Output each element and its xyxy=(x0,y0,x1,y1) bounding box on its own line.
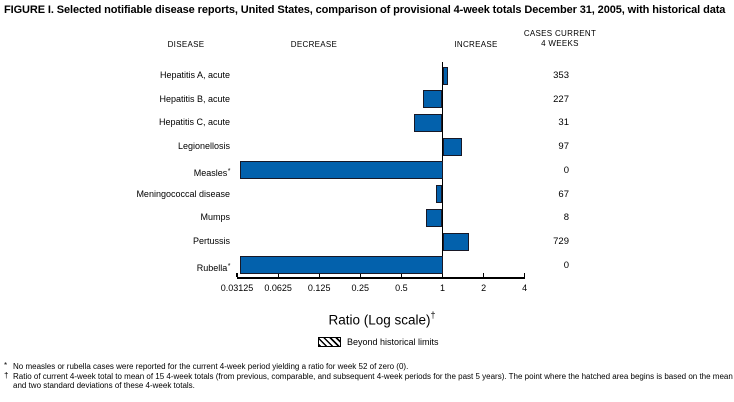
x-axis-title: Ratio (Log scale)† xyxy=(306,310,458,328)
ratio-bar-pertussis xyxy=(442,232,470,251)
row-label-meningococcal-disease: Meningococcal disease xyxy=(136,188,230,199)
x-axis-tick xyxy=(318,273,320,278)
ratio-bar-measles xyxy=(240,161,443,180)
x-axis-tick xyxy=(483,273,485,278)
x-axis-tick-label: 1 xyxy=(439,283,445,293)
cases-value-hepatitis-a-acute: 353 xyxy=(553,70,569,81)
x-axis-tick-label: 0.0625 xyxy=(264,283,292,293)
row-label-footnote-marker: * xyxy=(227,262,231,270)
footnote-dagger-marker: † xyxy=(4,370,9,380)
x-axis-tick xyxy=(400,273,402,278)
x-axis-tick-label: 0.5 xyxy=(395,283,408,293)
cases-value-hepatitis-b-acute: 227 xyxy=(553,93,569,105)
cases-value-hepatitis-c-acute: 31 xyxy=(558,117,569,129)
ratio-bar-legionellosis xyxy=(442,137,462,156)
column-header-decrease: DECREASE xyxy=(290,40,338,49)
legend-label: Beyond historical limits xyxy=(347,337,439,347)
x-axis-title-dagger: † xyxy=(430,310,436,320)
column-header-cases-line1: CASES CURRENT xyxy=(523,29,597,38)
x-axis-tick-label: 0.125 xyxy=(307,283,331,293)
x-axis-tick xyxy=(236,273,238,278)
x-axis-line xyxy=(237,277,525,279)
x-axis-tick xyxy=(359,273,361,278)
cases-value-pertussis: 729 xyxy=(553,236,569,248)
ratio-bar-rubella xyxy=(240,256,443,275)
footnote-dagger: † Ratio of current 4-week total to mean o… xyxy=(4,370,733,391)
row-label-hepatitis-a-acute: Hepatitis A, acute xyxy=(159,70,230,80)
x-axis-tick xyxy=(441,273,444,278)
row-label-rubella: Rubella* xyxy=(196,262,231,273)
column-header-disease: DISEASE xyxy=(167,40,205,49)
figure-title: FIGURE I. Selected notifiable disease re… xyxy=(4,4,726,16)
ratio-bar-hepatitis-b-acute xyxy=(423,90,443,109)
ratio-bar-hepatitis-c-acute xyxy=(414,113,443,132)
row-label-footnote-marker: * xyxy=(227,167,231,175)
ratio-bar-meningococcal-disease xyxy=(435,185,443,204)
x-axis-tick xyxy=(524,273,526,278)
footnotes: * No measles or rubella cases were report… xyxy=(4,361,733,391)
column-header-cases: CASES CURRENT 4 WEEKS xyxy=(510,29,610,49)
cases-value-measles: 0 xyxy=(563,164,569,176)
x-axis-tick xyxy=(277,273,279,278)
footnote-dagger-text: Ratio of current 4-week total to mean of… xyxy=(13,371,733,391)
x-axis-title-text: Ratio (Log scale) xyxy=(328,312,431,328)
legend-hatched-swatch xyxy=(318,337,341,347)
baseline-ratio-1-line xyxy=(441,62,444,278)
x-axis-tick-label: 2 xyxy=(481,283,487,293)
column-header-cases-line2: 4 WEEKS xyxy=(541,39,579,48)
ratio-bar-hepatitis-a-acute xyxy=(442,66,449,85)
cases-value-mumps: 8 xyxy=(563,212,569,224)
row-label-hepatitis-c-acute: Hepatitis C, acute xyxy=(158,117,230,128)
ratio-bar-mumps xyxy=(426,208,443,227)
cases-value-legionellosis: 97 xyxy=(558,141,569,153)
footnote-asterisk-text: No measles or rubella cases were reporte… xyxy=(13,362,409,371)
footnote-asterisk-marker: * xyxy=(4,361,8,370)
row-label-mumps: Mumps xyxy=(200,212,230,223)
row-label-pertussis: Pertussis xyxy=(192,236,230,247)
x-axis-tick-label: 0.03125 xyxy=(220,283,254,293)
x-axis-tick-label: 4 xyxy=(522,283,528,293)
column-header-increase: INCREASE xyxy=(454,40,498,49)
row-label-measles: Measles* xyxy=(193,167,231,178)
row-label-legionellosis: Legionellosis xyxy=(177,141,230,152)
footnote-asterisk: * No measles or rubella cases were report… xyxy=(4,361,733,372)
x-axis-tick-label: 0.25 xyxy=(351,283,370,293)
cases-value-meningococcal-disease: 67 xyxy=(558,188,569,200)
cases-value-rubella: 0 xyxy=(563,259,569,271)
row-label-hepatitis-b-acute: Hepatitis B, acute xyxy=(159,93,230,104)
